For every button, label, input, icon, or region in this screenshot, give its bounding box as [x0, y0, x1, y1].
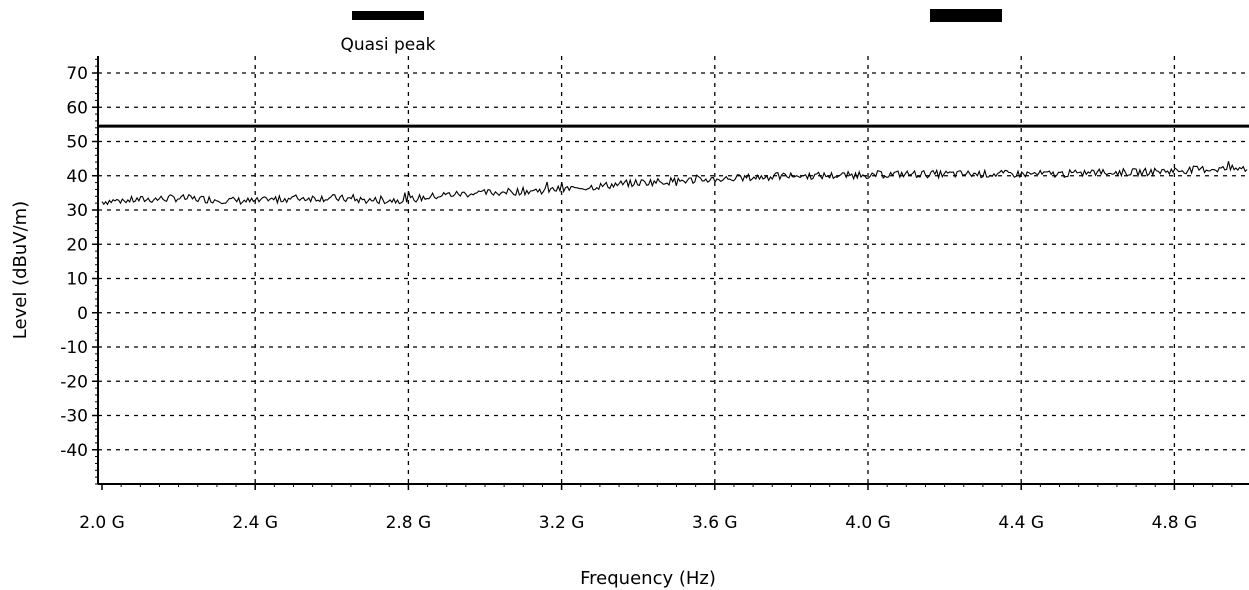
y-tick-label: 40	[66, 167, 88, 187]
x-tick-label: 4.4 G	[998, 513, 1044, 533]
grid-lines	[92, 56, 1249, 490]
x-tick-label: 2.8 G	[386, 513, 432, 533]
series-layer	[101, 161, 1248, 206]
x-tick-label: 3.6 G	[692, 513, 738, 533]
y-tick-label: 0	[77, 304, 88, 324]
y-tick-label: 50	[66, 133, 88, 153]
legend: Quasi peak	[340, 9, 1002, 55]
y-tick-label: -20	[60, 372, 88, 392]
series-trace	[101, 161, 1248, 206]
x-axis-title: Frequency (Hz)	[580, 568, 716, 589]
x-tick-label: 2.0 G	[79, 513, 125, 533]
legend-swatch-quasi-peak	[352, 11, 424, 20]
y-tick-label: 70	[66, 64, 88, 84]
legend-swatch-average	[930, 9, 1002, 22]
x-tick-labels: 2.0 G 2.4 G 2.8 G 3.2 G 3.6 G 4.0 G 4.4 G 4.8 G	[79, 513, 1197, 533]
y-tick-label: -30	[60, 407, 88, 427]
y-tick-label: 10	[66, 270, 88, 290]
y-tick-label: 30	[66, 201, 88, 221]
y-tick-label: 60	[66, 98, 88, 118]
y-axis-title: Level (dBuV/m)	[10, 201, 31, 339]
y-tick-label: -40	[60, 441, 88, 461]
x-tick-label: 4.0 G	[845, 513, 891, 533]
legend-label-quasi-peak: Quasi peak	[340, 35, 435, 55]
x-tick-label: 4.8 G	[1152, 513, 1198, 533]
x-tick-label: 3.2 G	[539, 513, 585, 533]
y-tick-label: -10	[60, 338, 88, 358]
y-tick-labels: 70 60 50 40 30 20 10 0 -10 -20 -30 -40	[60, 64, 88, 461]
axes	[97, 56, 1249, 485]
x-tick-label: 2.4 G	[232, 513, 278, 533]
y-tick-label: 20	[66, 235, 88, 255]
